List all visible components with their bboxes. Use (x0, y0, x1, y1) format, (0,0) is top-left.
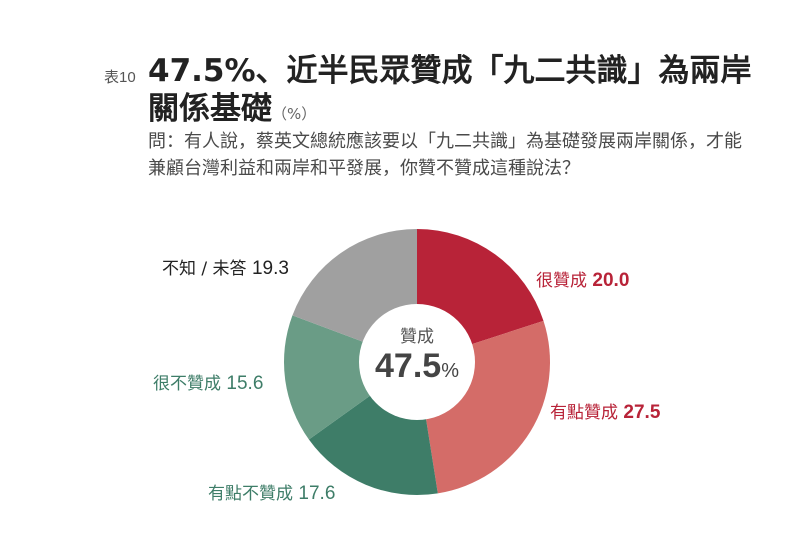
label-somewhat-disagree: 有點不贊成 17.6 (208, 479, 335, 505)
label-strongly-disagree: 很不贊成 15.6 (153, 369, 263, 395)
chart-title: 47.5%、近半民眾贊成「九二共識」為兩岸關係基礎（%） (148, 52, 768, 133)
donut-hole (359, 304, 475, 420)
center-annotation: 贊成 47.5% (359, 327, 475, 390)
slice-strongly-disagree (284, 315, 417, 440)
label-strongly-agree: 很贊成 20.0 (536, 266, 629, 292)
label-text: 很不贊成 (153, 374, 221, 394)
center-value-unit: % (441, 360, 459, 382)
label-value: 15.6 (226, 373, 264, 394)
label-value: 17.6 (298, 483, 336, 504)
label-value: 27.5 (623, 402, 661, 423)
table-number: 表10 (104, 69, 136, 86)
center-title: 贊成 (400, 327, 434, 347)
label-text: 有點不贊成 (208, 484, 293, 504)
survey-question: 問：有人說，蔡英文總統應該要以「九二共識」為基礎發展兩岸關係，才能兼顧台灣利益和… (148, 131, 742, 179)
label-text: 不知 / 未答 (162, 259, 247, 279)
label-text: 有點贊成 (550, 403, 618, 423)
label-no-answer: 不知 / 未答 19.3 (162, 254, 289, 280)
center-value: 47.5% (359, 347, 475, 390)
label-value: 19.3 (251, 258, 289, 279)
chart-title-text: 47.5%、近半民眾贊成「九二共識」為兩岸關係基礎 (148, 53, 752, 127)
label-value: 20.0 (592, 270, 630, 291)
label-text: 很贊成 (536, 271, 587, 291)
label-somewhat-agree: 有點贊成 27.5 (550, 398, 660, 424)
center-value-number: 47.5 (375, 347, 442, 385)
chart-title-unit: （%） (272, 105, 317, 123)
